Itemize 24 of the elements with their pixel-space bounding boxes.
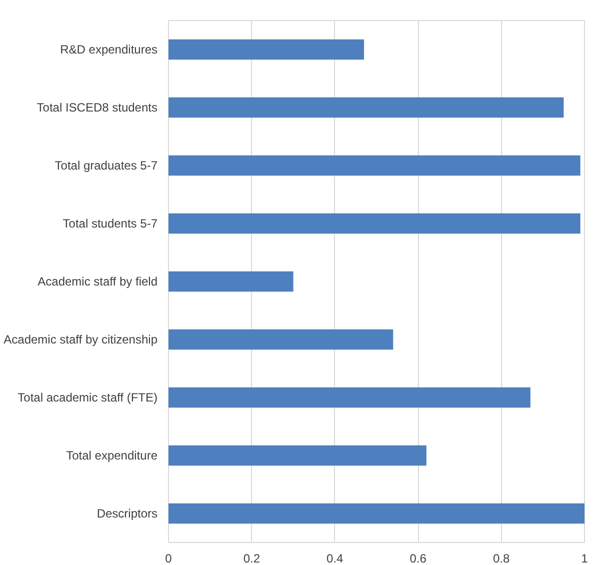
y-tick-label: Total expenditure	[66, 448, 158, 462]
x-tick-label: 0.4	[326, 552, 344, 565]
bar	[168, 39, 364, 60]
x-tick-label: 1	[581, 552, 588, 565]
bar	[168, 503, 584, 524]
y-tick-label: Academic staff by citizenship	[4, 332, 158, 346]
x-tick-label: 0	[165, 552, 172, 565]
x-tick-label: 0.8	[492, 552, 510, 565]
y-tick-label: Total students 5-7	[62, 216, 158, 230]
y-tick-label: R&D expenditures	[60, 42, 158, 56]
bar	[168, 155, 580, 176]
bar	[168, 329, 394, 350]
y-tick-label: Total academic staff (FTE)	[18, 390, 158, 404]
y-tick-label: Total ISCED8 students	[36, 100, 158, 114]
y-tick-label: Descriptors	[96, 506, 158, 520]
bar	[168, 387, 530, 408]
y-tick-label: Total graduates 5-7	[54, 158, 158, 172]
x-tick-label: 0.2	[243, 552, 260, 565]
bar	[168, 97, 564, 118]
bar	[168, 213, 580, 234]
x-tick-label: 0.6	[410, 552, 427, 565]
bar	[168, 271, 294, 292]
bar	[168, 445, 426, 466]
y-tick-label: Academic staff by field	[38, 274, 158, 288]
